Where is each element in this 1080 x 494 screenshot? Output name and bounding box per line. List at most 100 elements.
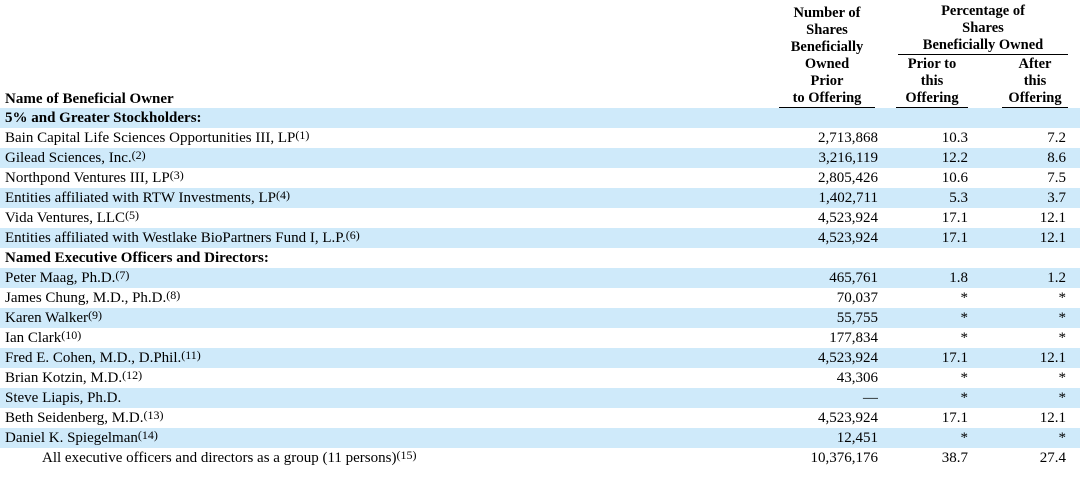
percent-after-value: 7.2 <box>1047 130 1066 146</box>
shares-value: 70,037 <box>836 290 878 306</box>
shares-value: 465,761 <box>829 270 878 286</box>
table-row: Steve Liapis, Ph.D. — * * <box>0 388 1080 408</box>
owner-name: Beth Seidenberg, M.D.(13) <box>0 408 688 428</box>
table-row: Karen Walker(9) 55,755 * * <box>0 308 1080 328</box>
owner-name: Bain Capital Life Sciences Opportunities… <box>0 128 688 148</box>
percent-after-value: 8.6 <box>1047 150 1066 166</box>
owner-name: Entities affiliated with Westlake BioPar… <box>0 228 688 248</box>
owner-name-text: Northpond Ventures III, LP <box>5 170 170 186</box>
percent-after-value: 12.1 <box>1039 410 1066 426</box>
percent-prior-value: * <box>960 390 969 406</box>
owner-name: Karen Walker(9) <box>0 308 688 328</box>
owner-name: Ian Clark(10) <box>0 328 688 348</box>
table-row: James Chung, M.D., Ph.D.(8) 70,037 * * <box>0 288 1080 308</box>
header-line-underlined: Offering <box>896 90 968 108</box>
percentage-header-block: Percentage of Shares Beneficially Owned <box>898 3 1068 55</box>
owner-name-text: Beth Seidenberg, M.D. <box>5 410 144 426</box>
shares-value: 55,755 <box>836 310 878 326</box>
shares-value: 2,713,868 <box>818 130 878 146</box>
shares-value: 3,216,119 <box>818 150 878 166</box>
table-row: All executive officers and directors as … <box>0 448 1080 468</box>
percent-after-value: 7.5 <box>1047 170 1066 186</box>
footnote-marker: (12) <box>122 368 143 382</box>
percent-after-value: 12.1 <box>1039 230 1066 246</box>
header-line-underlined: Beneficially Owned <box>898 37 1068 55</box>
percent-prior-value: 5.3 <box>949 190 968 206</box>
percent-after-value: 1.2 <box>1047 270 1066 286</box>
shares-value: 12,451 <box>836 430 878 446</box>
percent-after-value: 27.4 <box>1039 450 1066 466</box>
beneficial-ownership-table: Name of Beneficial Owner Number of Shares… <box>0 3 1080 468</box>
shares-value: 2,805,426 <box>818 170 878 186</box>
table-row: Northpond Ventures III, LP(3) 2,805,426 10… <box>0 168 1080 188</box>
shares-value: 43,306 <box>836 370 878 386</box>
footnote-marker: (6) <box>345 228 360 242</box>
owner-name-text: James Chung, M.D., Ph.D. <box>5 290 167 306</box>
shares-value: — <box>863 390 878 406</box>
percent-after-value: * <box>1058 290 1067 306</box>
header-line-underlined: Offering <box>1002 90 1068 108</box>
table-row: Brian Kotzin, M.D.(12) 43,306 * * <box>0 368 1080 388</box>
owner-name: Gilead Sciences, Inc.(2) <box>0 148 688 168</box>
column-header-prior-offering: Prior to this Offering <box>875 56 968 108</box>
owner-name: All executive officers and directors as … <box>0 448 688 468</box>
owner-name-text: Ian Clark <box>5 330 62 346</box>
footnote-marker: (15) <box>396 448 417 462</box>
owner-name: Brian Kotzin, M.D.(12) <box>0 368 688 388</box>
footnote-marker: (13) <box>143 408 164 422</box>
header-line: Owned <box>804 56 850 72</box>
owner-name: Northpond Ventures III, LP(3) <box>0 168 688 188</box>
percent-prior-value: * <box>960 370 969 386</box>
header-line-underlined: to Offering <box>779 90 875 108</box>
percent-prior-value: 17.1 <box>941 230 968 246</box>
owner-name: Steve Liapis, Ph.D. <box>0 388 688 408</box>
owner-name-text: Peter Maag, Ph.D. <box>5 270 116 286</box>
table-row: Gilead Sciences, Inc.(2) 3,216,119 12.2 8.6 <box>0 148 1080 168</box>
owner-name-text: Named Executive Officers and Directors: <box>5 250 269 266</box>
after-offering-header-block: After this Offering <box>1002 56 1068 108</box>
shares-value: 10,376,176 <box>810 450 879 466</box>
header-line: Number of <box>793 5 861 21</box>
owner-name: Peter Maag, Ph.D.(7) <box>0 268 688 288</box>
percent-after-value: * <box>1058 370 1067 386</box>
owner-name: Vida Ventures, LLC(5) <box>0 208 688 228</box>
percent-after-value <box>968 248 1080 268</box>
owner-name-text: Brian Kotzin, M.D. <box>5 370 123 386</box>
owner-name: 5% and Greater Stockholders: <box>0 108 688 128</box>
owner-name: Entities affiliated with RTW Investments… <box>0 188 688 208</box>
percent-prior-value: * <box>960 290 969 306</box>
prior-offering-header-block: Prior to this Offering <box>896 56 968 108</box>
owner-name-text: Bain Capital Life Sciences Opportunities… <box>5 130 296 146</box>
column-header-name: Name of Beneficial Owner <box>5 91 174 107</box>
percent-after-value: * <box>1058 390 1067 406</box>
footnote-marker: (5) <box>125 208 140 222</box>
table-body: 5% and Greater Stockholders: Bain Capital… <box>0 108 1080 468</box>
footnote-marker: (3) <box>169 168 184 182</box>
shares-value <box>688 108 878 128</box>
owner-name-text: Vida Ventures, LLC <box>5 210 126 226</box>
owner-name: Named Executive Officers and Directors: <box>0 248 688 268</box>
percent-prior-value: 1.8 <box>949 270 968 286</box>
percent-prior-value <box>878 108 968 128</box>
footnote-marker: (9) <box>88 308 103 322</box>
percent-prior-value: 10.6 <box>941 170 968 186</box>
percent-after-value: 12.1 <box>1039 210 1066 226</box>
table-row: Vida Ventures, LLC(5) 4,523,924 17.1 12.1 <box>0 208 1080 228</box>
table-row: Entities affiliated with RTW Investments… <box>0 188 1080 208</box>
footnote-marker: (14) <box>137 428 158 442</box>
header-line: Prior <box>810 73 844 89</box>
header-line: Percentage of <box>941 3 1025 19</box>
percent-prior-value: * <box>960 330 969 346</box>
table-row: Entities affiliated with Westlake BioPar… <box>0 228 1080 248</box>
percent-after-value <box>968 108 1080 128</box>
percent-prior-value: 17.1 <box>941 350 968 366</box>
percent-prior-value: 10.3 <box>941 130 968 146</box>
shares-header-block: Number of Shares Beneficially Owned Prior to … <box>779 5 875 108</box>
percent-after-value: * <box>1058 430 1067 446</box>
owner-name-text: Entities affiliated with Westlake BioPar… <box>5 230 346 246</box>
owner-name-text: Fred E. Cohen, M.D., D.Phil. <box>5 350 182 366</box>
percent-after-value: 3.7 <box>1047 190 1066 206</box>
owner-name: Daniel K. Spiegelman(14) <box>0 428 688 448</box>
header-line: Shares <box>806 22 848 38</box>
shares-value: 4,523,924 <box>818 210 878 226</box>
